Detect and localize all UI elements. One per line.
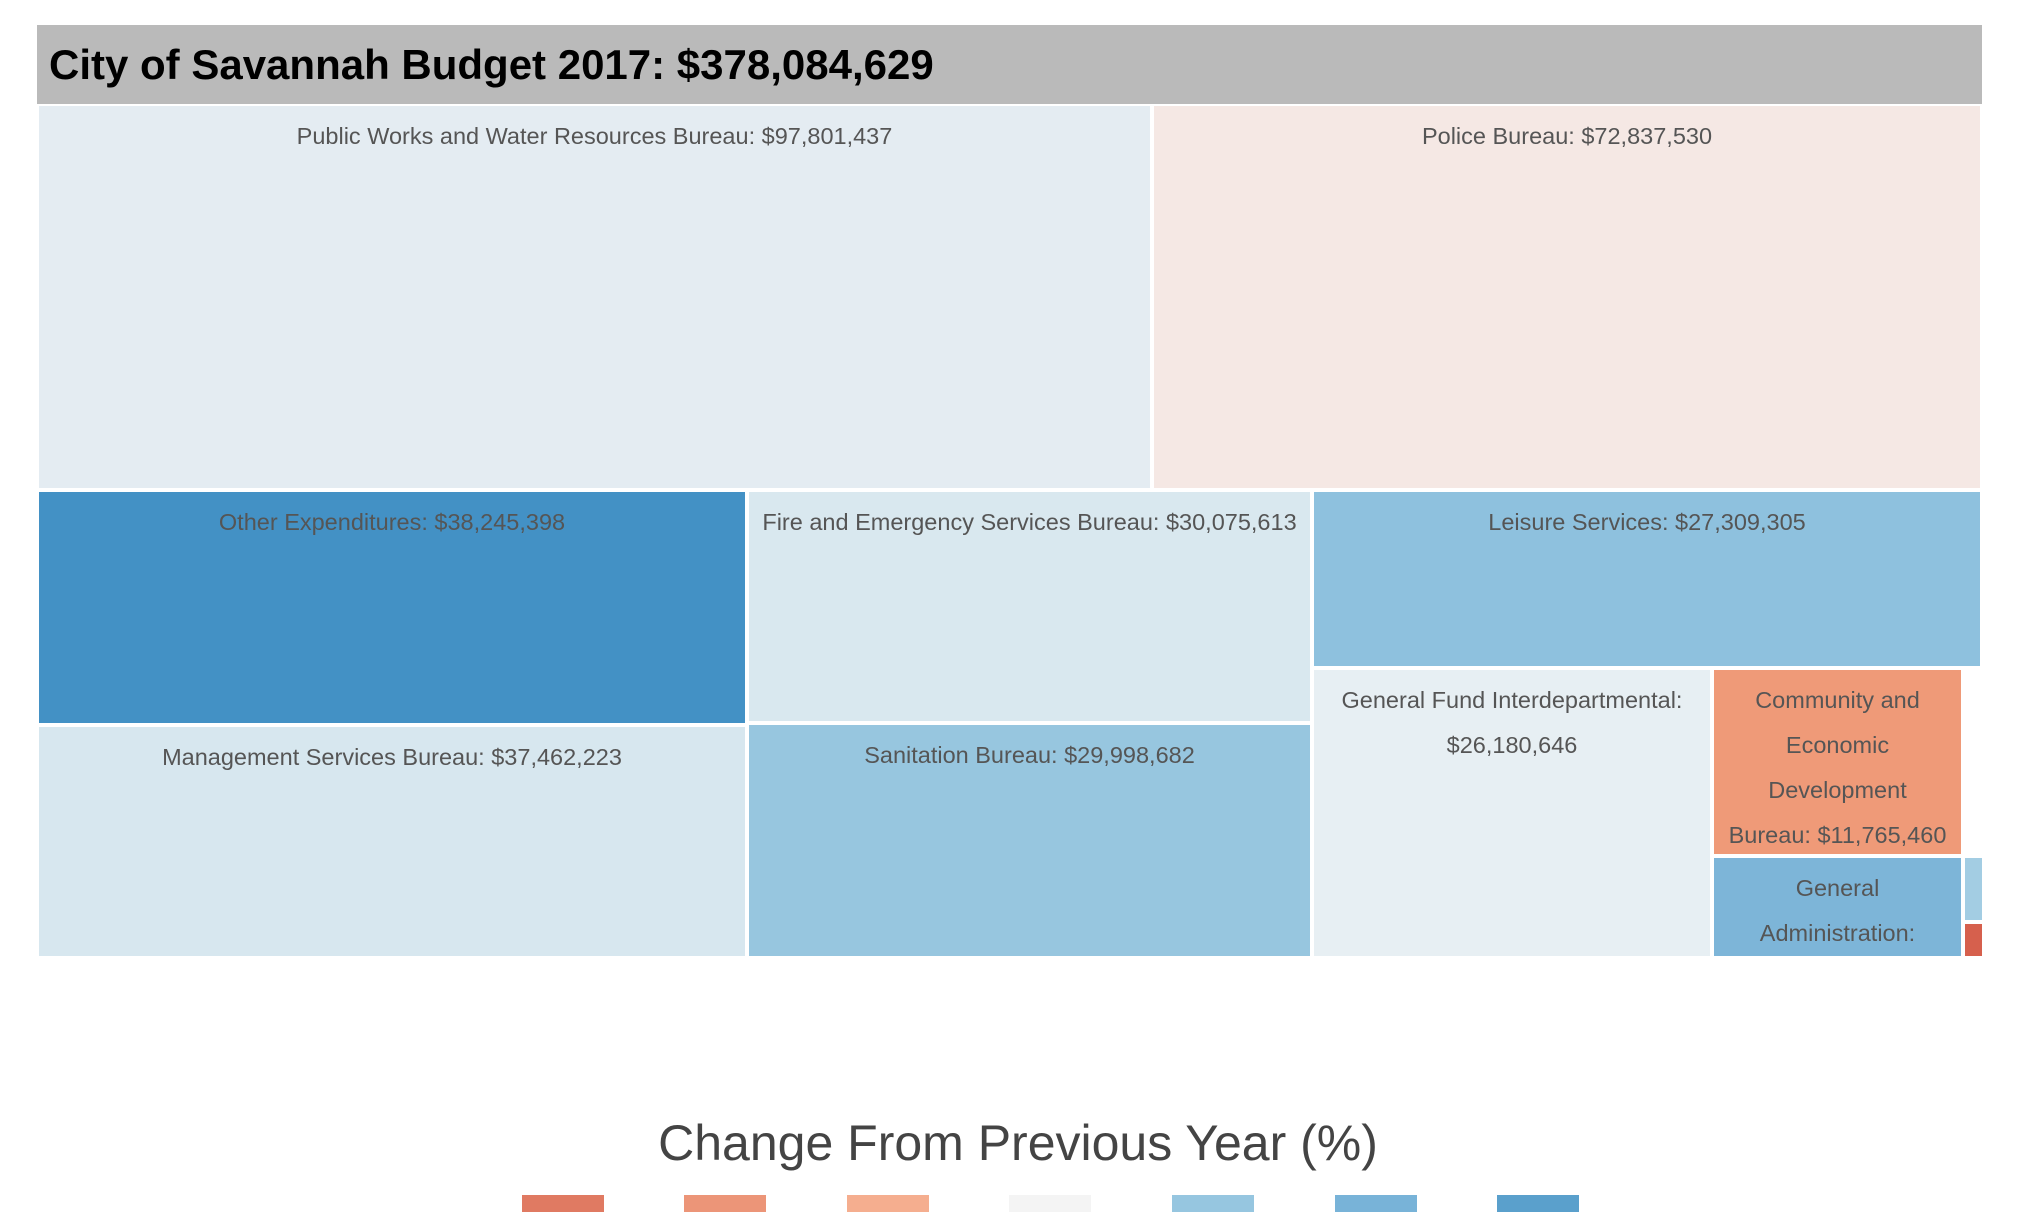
legend-swatch — [1497, 1195, 1579, 1212]
treemap-cell[interactable]: Leisure Services: $27,309,305 — [1312, 490, 1982, 668]
treemap-cell[interactable]: Other Expenditures: $38,245,398 — [37, 490, 747, 725]
treemap: City of Savannah Budget 2017: $378,084,6… — [37, 25, 1984, 958]
legend-swatch — [684, 1195, 766, 1212]
legend-swatch — [1335, 1195, 1417, 1212]
treemap-cell[interactable]: Fire and Emergency Services Bureau: $30,… — [747, 490, 1312, 723]
treemap-cell[interactable]: General Fund Interdepartmental: $26,180,… — [1312, 668, 1712, 958]
treemap-cell[interactable]: Sanitation Bureau: $29,998,682 — [747, 723, 1312, 958]
legend-swatch — [847, 1195, 929, 1212]
treemap-cell[interactable] — [1963, 856, 1984, 922]
treemap-cell[interactable]: General Administration: — [1712, 856, 1963, 958]
treemap-cell[interactable] — [1963, 922, 1984, 958]
treemap-cell[interactable]: Police Bureau: $72,837,530 — [1152, 104, 1982, 490]
treemap-cell[interactable]: Public Works and Water Resources Bureau:… — [37, 104, 1152, 490]
legend-swatch — [522, 1195, 604, 1212]
treemap-cell[interactable]: Community and Economic Development Burea… — [1712, 668, 1963, 856]
treemap-cell[interactable]: Management Services Bureau: $37,462,223 — [37, 725, 747, 958]
legend-swatch — [1172, 1195, 1254, 1212]
legend-title: Change From Previous Year (%) — [658, 1115, 1378, 1171]
legend-swatch — [1009, 1195, 1091, 1212]
treemap-title[interactable]: City of Savannah Budget 2017: $378,084,6… — [37, 25, 1982, 104]
